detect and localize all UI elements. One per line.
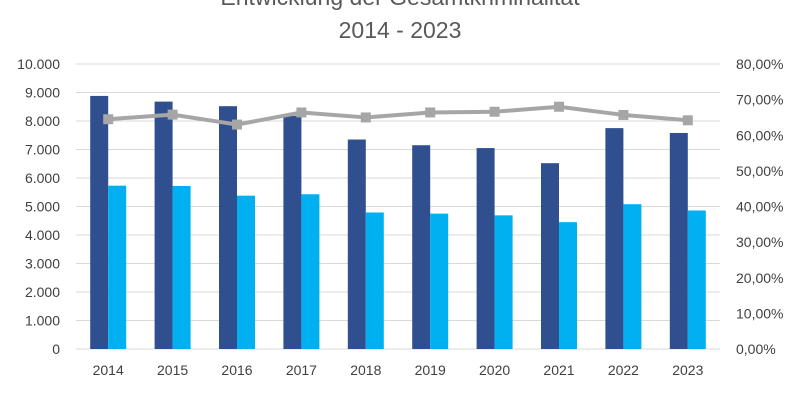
rate-marker <box>618 109 629 120</box>
rate-marker <box>296 107 307 118</box>
chart-title-line2: 2014 - 2023 <box>339 17 462 43</box>
left-tick-label: 5.000 <box>25 199 60 215</box>
chart-title-line1: Entwicklung der Gesamtkriminalität <box>220 0 580 10</box>
x-tick-label: 2019 <box>415 362 446 378</box>
left-y-axis: 0 1.000 2.000 3.000 4.000 5.000 6.000 7.000 8.00… <box>17 56 60 357</box>
bar-total <box>90 95 109 349</box>
rate-marker <box>682 115 693 126</box>
bar-total <box>605 128 624 349</box>
right-y-axis: 0,00% 10,00% 20,00% 30,00% 40,00% 50,00% 60,00… <box>736 56 783 357</box>
left-tick-label: 4.000 <box>25 227 60 243</box>
rate-marker <box>489 106 500 117</box>
rate-line <box>103 101 693 130</box>
left-tick-label: 10.000 <box>17 56 60 72</box>
bar-total <box>476 148 495 349</box>
x-tick-label: 2018 <box>350 362 381 378</box>
right-tick-label: 40,00% <box>736 199 783 215</box>
x-tick-label: 2023 <box>672 362 703 378</box>
x-axis: 2014 2015 2016 2017 2018 2019 2020 2021 2022 2023 <box>93 362 704 378</box>
right-tick-label: 20,00% <box>736 270 783 286</box>
bar-solved <box>172 185 191 349</box>
bars <box>90 95 706 350</box>
bar-total <box>283 115 302 350</box>
bar-solved <box>237 195 255 349</box>
right-tick-label: 70,00% <box>736 92 783 108</box>
bar-solved <box>623 204 642 349</box>
right-tick-label: 60,00% <box>736 127 783 143</box>
left-tick-label: 8.000 <box>25 113 60 129</box>
left-tick-label: 3.000 <box>25 256 60 272</box>
rate-marker <box>167 109 178 120</box>
bar-total <box>669 132 688 349</box>
bar-solved <box>687 210 706 349</box>
rate-marker <box>360 112 371 123</box>
bar-solved <box>108 185 127 349</box>
left-tick-label: 2.000 <box>25 284 60 300</box>
right-tick-label: 80,00% <box>736 56 783 72</box>
right-tick-label: 50,00% <box>736 163 783 179</box>
left-tick-label: 1.000 <box>25 313 60 329</box>
bar-solved <box>494 215 513 349</box>
x-tick-label: 2020 <box>479 362 510 378</box>
left-tick-label: 0 <box>52 341 60 357</box>
left-tick-label: 6.000 <box>25 170 60 186</box>
left-tick-label: 9.000 <box>25 85 60 101</box>
x-tick-label: 2014 <box>93 362 124 378</box>
bar-solved <box>559 222 577 349</box>
x-tick-label: 2016 <box>221 362 252 378</box>
bar-total <box>154 101 173 350</box>
x-tick-label: 2017 <box>286 362 317 378</box>
x-tick-label: 2021 <box>543 362 574 378</box>
x-tick-label: 2022 <box>608 362 639 378</box>
bar-total <box>541 163 559 349</box>
right-tick-label: 30,00% <box>736 234 783 250</box>
left-tick-label: 7.000 <box>25 142 60 158</box>
bar-solved <box>301 194 320 349</box>
rate-marker <box>425 107 436 118</box>
bar-solved <box>365 212 384 349</box>
rate-marker <box>103 114 114 125</box>
right-tick-label: 10,00% <box>736 305 783 321</box>
x-tick-label: 2015 <box>157 362 188 378</box>
rate-marker <box>232 119 242 130</box>
bar-total <box>219 106 237 350</box>
bar-total <box>347 139 366 349</box>
rate-line-path <box>108 104 688 127</box>
bar-solved <box>430 213 449 349</box>
right-tick-label: 0,00% <box>736 341 776 357</box>
bar-total <box>412 145 431 349</box>
rate-marker <box>554 101 564 112</box>
